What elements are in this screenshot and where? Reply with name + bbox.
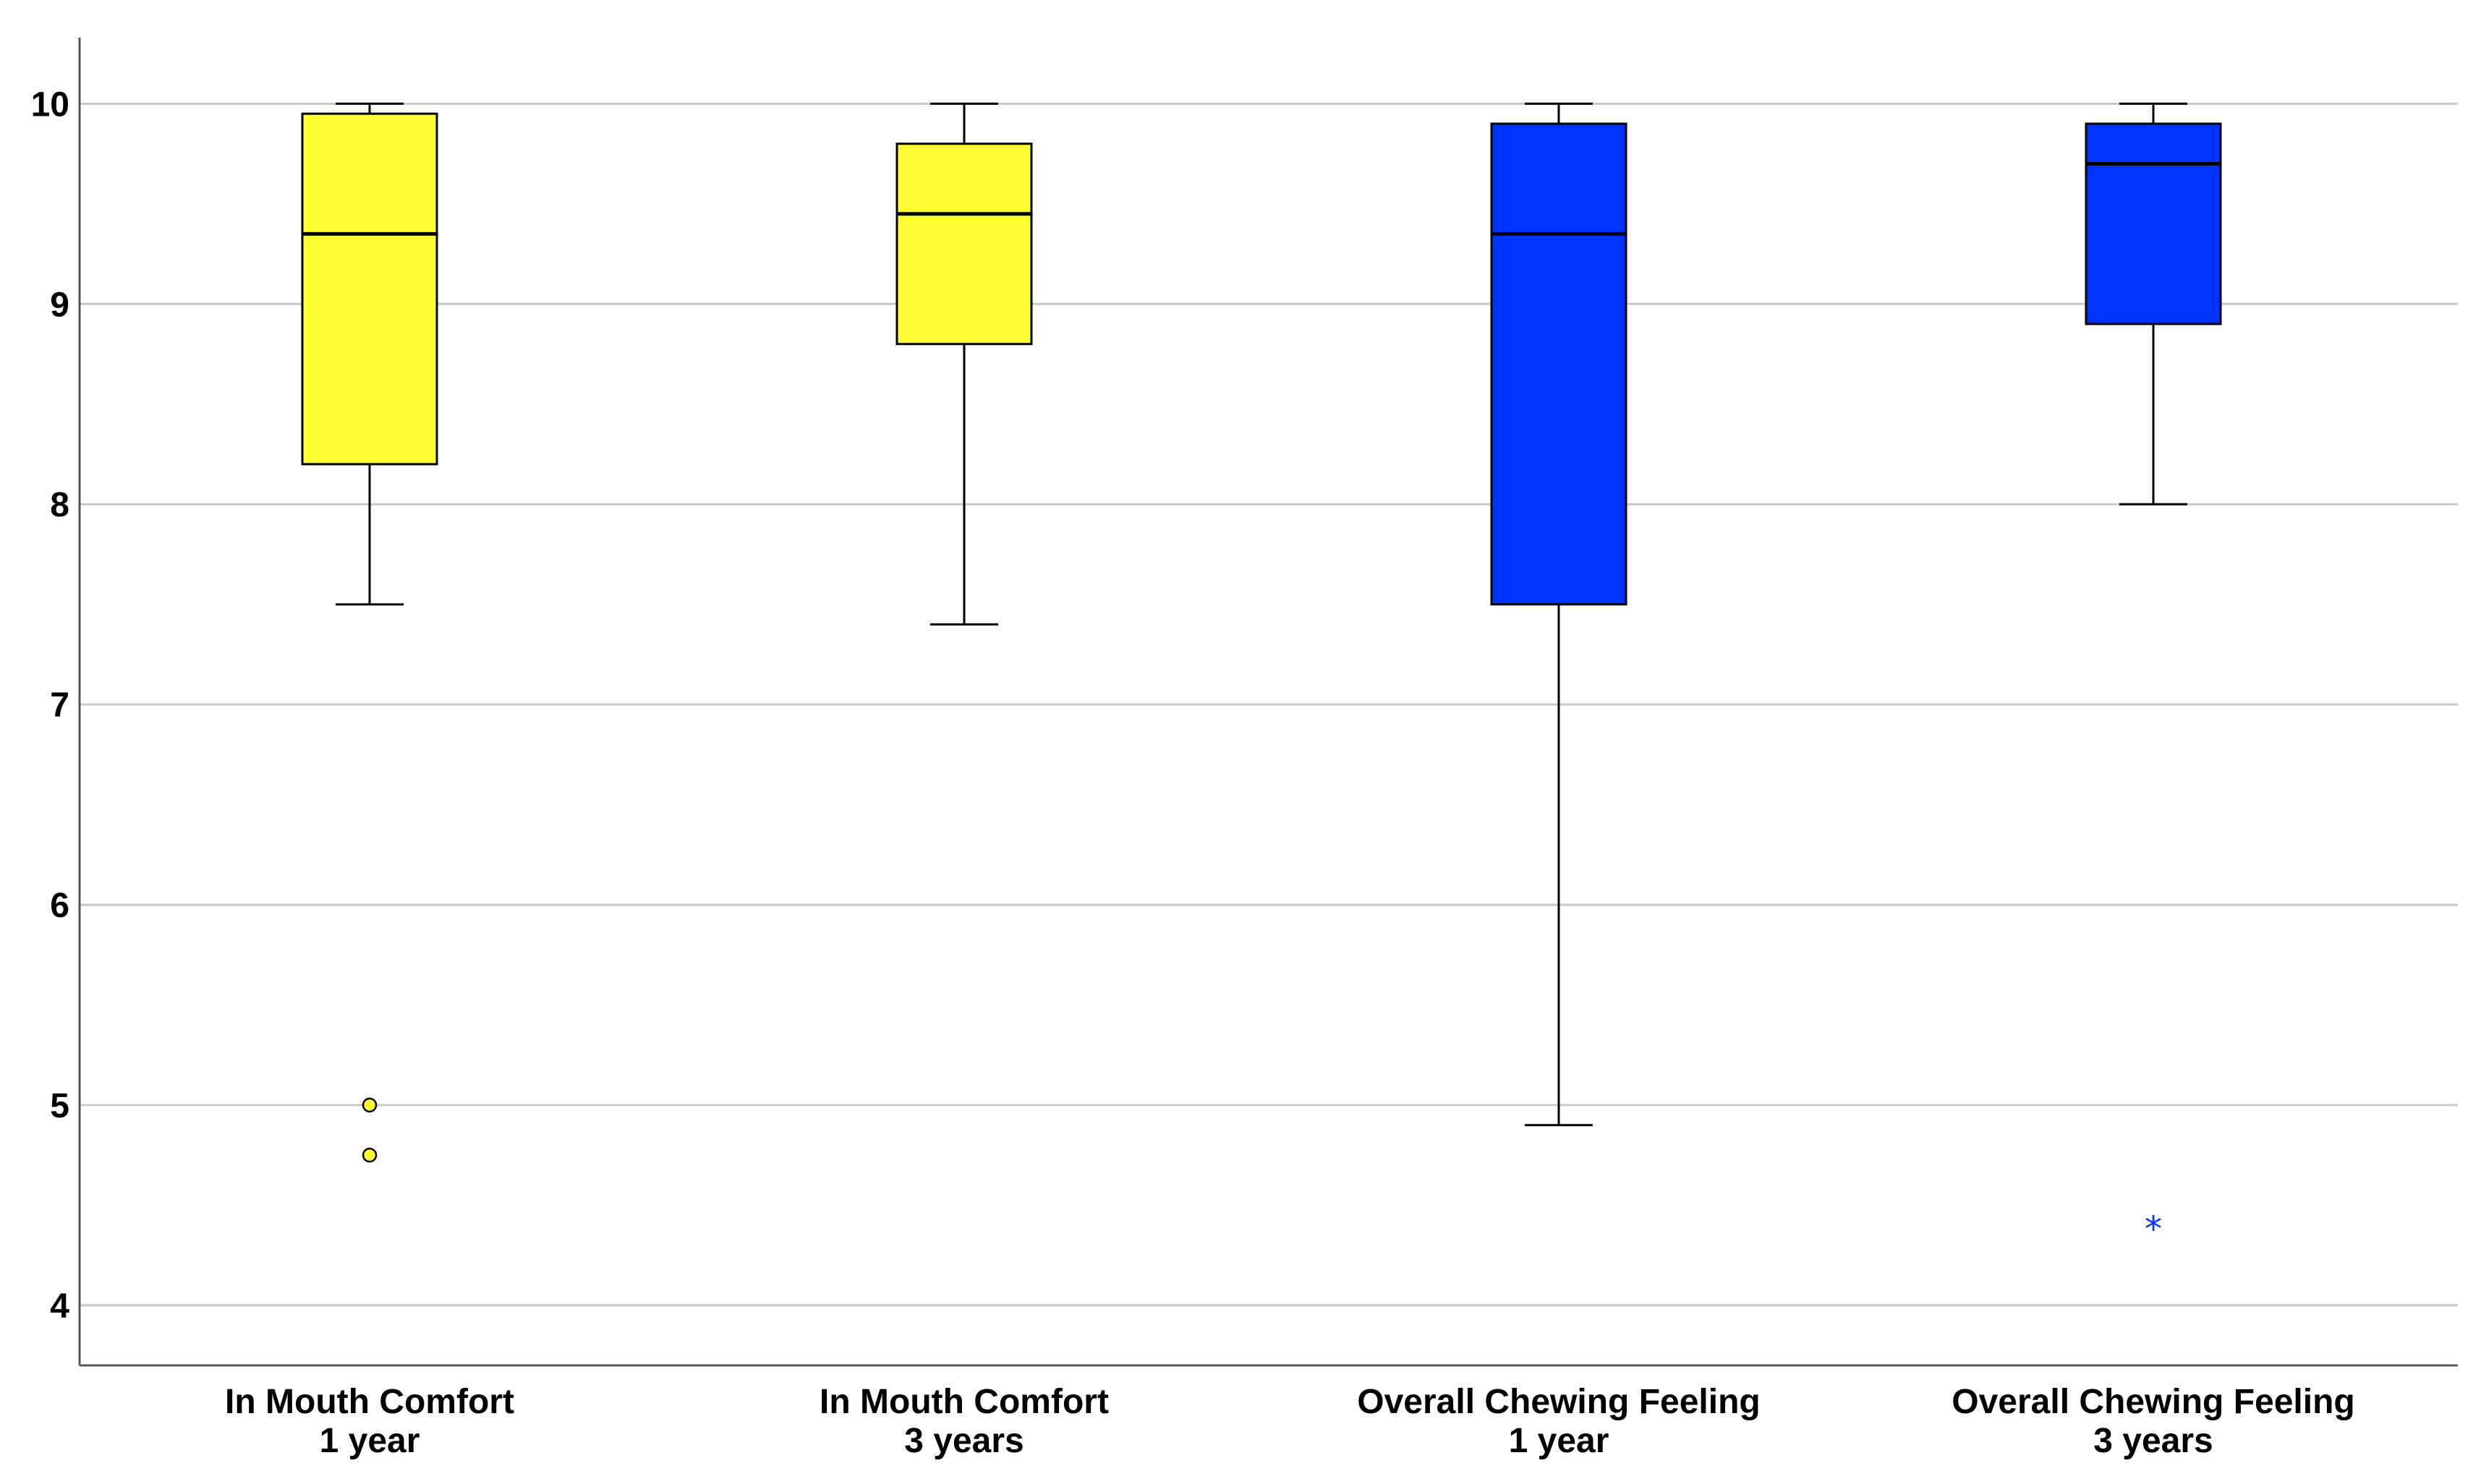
y-tick-label: 9 [50, 286, 69, 324]
iqr-box [1490, 122, 1627, 606]
x-category-sublabel: 1 year [1509, 1422, 1609, 1460]
x-category-label: Overall Chewing Feeling [1952, 1383, 2354, 1421]
x-category-sublabel: 3 years [904, 1422, 1024, 1460]
y-tick-label: 6 [50, 887, 69, 925]
x-category-sublabel: 3 years [2093, 1422, 2213, 1460]
x-category-label: In Mouth Comfort [820, 1383, 1109, 1421]
outlier-point [362, 1147, 378, 1163]
extreme-outlier-point: * [2145, 1209, 2162, 1250]
axes [78, 38, 2458, 1367]
x-category-label: In Mouth Comfort [225, 1383, 514, 1421]
y-tick-label: 5 [50, 1087, 69, 1125]
box-group [895, 102, 1033, 626]
y-tick-label: 4 [50, 1287, 69, 1326]
iqr-box [2085, 122, 2222, 325]
box-group: * [2085, 102, 2222, 1250]
x-category-label: Overall Chewing Feeling [1357, 1383, 1760, 1421]
box-group [301, 102, 438, 1163]
y-tick-label: 7 [50, 686, 69, 725]
y-tick-label: 10 [31, 85, 69, 124]
y-tick-label: 8 [50, 486, 69, 524]
gridlines [80, 102, 2458, 1307]
iqr-box [301, 112, 438, 466]
box-group [1490, 102, 1627, 1127]
x-category-sublabel: 1 year [320, 1422, 420, 1460]
outlier-point [362, 1097, 378, 1113]
boxes: * [301, 102, 2222, 1250]
iqr-box [895, 142, 1033, 346]
